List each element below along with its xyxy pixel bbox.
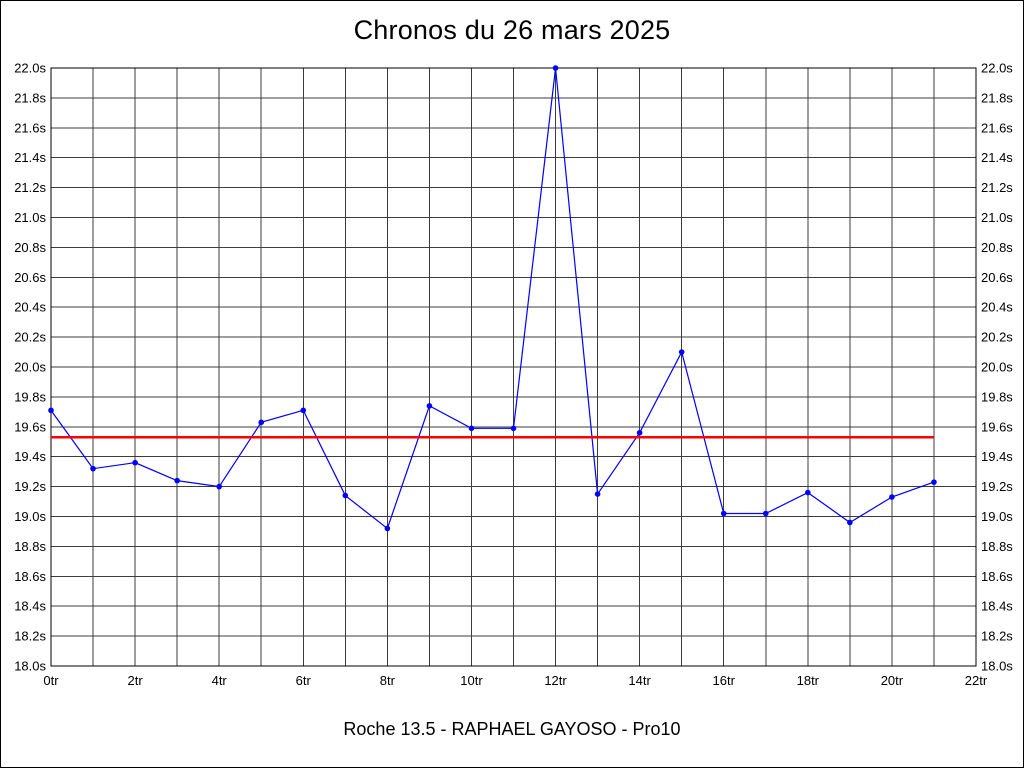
y-tick-label-right: 20.2s xyxy=(981,330,1013,345)
y-tick-label-left: 21.4s xyxy=(14,150,46,165)
y-tick-label-left: 20.0s xyxy=(14,360,46,375)
series-group xyxy=(48,65,937,532)
y-tick-label-right: 21.0s xyxy=(981,210,1013,225)
data-point xyxy=(258,419,265,426)
y-tick-label-left: 20.2s xyxy=(14,330,46,345)
plot-border xyxy=(50,67,977,667)
x-tick-label: 16tr xyxy=(713,673,736,688)
y-tick-label-left: 19.8s xyxy=(14,389,46,404)
y-tick-label-right: 19.0s xyxy=(981,509,1013,524)
data-point xyxy=(468,425,475,432)
y-tick-label-right: 19.4s xyxy=(981,449,1013,464)
y-tick-label-left: 18.8s xyxy=(14,539,46,554)
y-tick-label-left: 18.6s xyxy=(14,569,46,584)
x-tick-label: 12tr xyxy=(544,673,567,688)
y-tick-label-left: 18.0s xyxy=(14,659,46,674)
x-tick-label: 4tr xyxy=(212,673,228,688)
y-tick-label-left: 19.2s xyxy=(14,479,46,494)
y-tick-label-left: 19.6s xyxy=(14,419,46,434)
x-tick-label: 0tr xyxy=(43,673,59,688)
data-point xyxy=(216,483,222,490)
y-tick-label-left: 18.4s xyxy=(14,599,46,614)
y-tick-label-left: 21.6s xyxy=(14,120,46,135)
y-tick-label-left: 19.0s xyxy=(14,509,46,524)
data-point xyxy=(132,459,138,466)
y-tick-label-left: 21.2s xyxy=(14,180,46,195)
y-tick-label-right: 21.4s xyxy=(981,150,1013,165)
y-tick-label-left: 21.8s xyxy=(14,90,46,105)
y-tick-label-right: 21.2s xyxy=(981,180,1013,195)
x-tick-label: 8tr xyxy=(380,673,396,688)
y-tick-label-right: 18.2s xyxy=(981,629,1013,644)
data-point xyxy=(384,525,391,532)
data-point xyxy=(762,510,769,517)
y-tick-label-right: 18.0s xyxy=(981,659,1013,674)
data-point xyxy=(678,349,685,355)
y-tick-label-right: 18.8s xyxy=(981,539,1013,554)
series-line xyxy=(50,67,935,530)
y-tick-label-right: 20.6s xyxy=(981,270,1013,285)
x-tick-label: 22tr xyxy=(965,673,988,688)
y-tick-label-right: 18.4s xyxy=(981,599,1013,614)
chart-caption: Roche 13.5 - RAPHAEL GAYOSO - Pro10 xyxy=(343,719,681,739)
y-tick-label-right: 18.6s xyxy=(981,569,1013,584)
y-tick-label-right: 22.0s xyxy=(981,61,1013,76)
data-point xyxy=(48,407,54,414)
y-tick-label-right: 20.4s xyxy=(981,300,1013,315)
y-tick-label-left: 20.6s xyxy=(14,270,46,285)
data-point xyxy=(90,465,96,472)
x-tick-label: 18tr xyxy=(797,673,820,688)
x-tick-label: 14tr xyxy=(628,673,651,688)
y-tick-label-right: 19.6s xyxy=(981,419,1013,434)
axis-tick-labels: 18.0s 18.0s 18.2s 18.2s 18.4s 18.4s 18.6s 18.6s… xyxy=(14,61,1013,689)
data-point xyxy=(342,492,349,499)
y-tick-label-right: 20.8s xyxy=(981,240,1013,255)
data-point xyxy=(636,429,643,436)
x-tick-label: 10tr xyxy=(460,673,483,688)
data-point xyxy=(889,494,895,500)
data-point xyxy=(805,489,811,496)
x-tick-label: 20tr xyxy=(881,673,904,688)
x-tick-label: 2tr xyxy=(128,673,144,688)
chart-title: Chronos du 26 mars 2025 xyxy=(353,15,671,45)
y-tick-label-right: 21.8s xyxy=(981,90,1013,105)
data-point xyxy=(720,510,727,517)
data-point xyxy=(931,479,937,485)
y-tick-label-right: 20.0s xyxy=(981,360,1013,375)
data-point xyxy=(594,491,601,497)
y-tick-label-left: 21.0s xyxy=(14,210,46,225)
y-tick-label-left: 22.0s xyxy=(14,61,46,76)
gridlines xyxy=(50,67,977,667)
data-point xyxy=(174,477,180,484)
x-tick-label: 6tr xyxy=(296,673,312,688)
y-tick-label-left: 18.2s xyxy=(14,629,46,644)
y-tick-label-left: 20.8s xyxy=(14,240,46,255)
y-tick-label-left: 20.4s xyxy=(14,300,46,315)
data-point xyxy=(300,407,307,414)
y-tick-label-right: 19.8s xyxy=(981,389,1013,404)
data-point xyxy=(847,519,853,526)
y-tick-label-right: 21.6s xyxy=(981,120,1013,135)
data-point xyxy=(552,65,559,71)
data-point xyxy=(426,403,433,409)
data-point xyxy=(510,425,517,432)
y-tick-label-right: 19.2s xyxy=(981,479,1013,494)
y-tick-label-left: 19.4s xyxy=(14,449,46,464)
